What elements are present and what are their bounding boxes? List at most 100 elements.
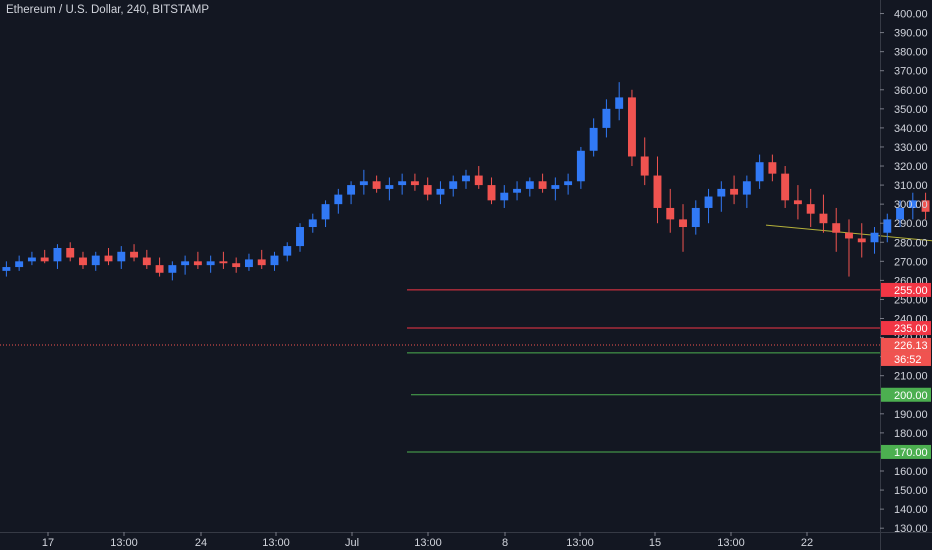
candle-body: [219, 261, 228, 264]
candle-body: [449, 181, 458, 189]
candle-body: [398, 181, 407, 186]
price-tick-label: 340.00: [894, 123, 928, 135]
candle-body: [15, 261, 24, 268]
candle-body: [66, 247, 75, 258]
candle-body: [883, 219, 892, 233]
candle-body: [691, 207, 700, 228]
candle-body: [206, 261, 215, 266]
candle-body: [372, 181, 381, 189]
candle-body: [257, 259, 266, 266]
candle-body: [53, 247, 62, 262]
candle-body: [704, 196, 713, 208]
candle-body: [627, 97, 636, 157]
price-tick-label: 300.00: [894, 199, 928, 211]
candle-body: [474, 175, 483, 186]
countdown-label: 36:52: [894, 354, 922, 366]
candle-body: [244, 259, 253, 268]
countdown-label-bg: [881, 351, 931, 366]
candle-body: [742, 181, 751, 195]
candle-body: [181, 261, 190, 266]
candle-body: [653, 175, 662, 208]
candle-body: [525, 181, 534, 189]
price-label: 235.00: [894, 323, 928, 335]
candle-body: [551, 185, 560, 189]
candle-body: [513, 188, 522, 193]
candle-body: [142, 257, 151, 266]
candle-body: [117, 251, 126, 262]
chart-title: Ethereum / U.S. Dollar, 240, BITSTAMP: [6, 4, 210, 16]
candle-body: [232, 263, 241, 268]
candle-body: [857, 238, 866, 243]
price-tick-label: 190.00: [894, 409, 928, 421]
candle-body: [359, 181, 368, 186]
time-tick-label: 8: [502, 537, 508, 549]
candle-body: [334, 194, 343, 205]
candle-body: [385, 185, 394, 189]
candle-body: [130, 251, 139, 258]
candle-body: [679, 219, 687, 228]
candle-body: [462, 175, 470, 182]
candle-body: [602, 108, 611, 128]
price-tick-label: 160.00: [894, 466, 928, 478]
price-tick-label: 390.00: [894, 28, 928, 40]
last-price-label: 226.13: [894, 340, 928, 352]
time-tick-label: 17: [42, 537, 54, 549]
price-tick-label: 130.00: [894, 523, 928, 535]
candle-body: [589, 127, 598, 151]
candle-body: [500, 192, 509, 201]
price-tick-label: 320.00: [894, 161, 928, 173]
candle-body: [168, 265, 177, 273]
time-tick-label: Jul: [345, 537, 359, 549]
candle-body: [155, 265, 164, 273]
price-tick-label: 210.00: [894, 371, 928, 383]
candle-body: [615, 97, 624, 109]
time-tick-label: 13:00: [110, 537, 138, 549]
price-tick-label: 140.00: [894, 504, 928, 516]
candle-body: [423, 185, 432, 195]
candle-body: [921, 200, 930, 212]
candlesticks: [2, 82, 930, 281]
price-label: 200.00: [894, 390, 928, 402]
candle-body: [79, 257, 87, 266]
candle-body: [283, 246, 292, 256]
candle-body: [845, 232, 853, 239]
candle-body: [870, 232, 879, 243]
candle-body: [27, 257, 36, 262]
time-tick-label: 24: [195, 537, 207, 549]
candle-body: [104, 255, 113, 262]
candle-body: [896, 207, 905, 220]
candle-body: [296, 227, 304, 247]
price-axis[interactable]: 130.00 140.00 150.00 160.00 170.00 180.00 190.…: [880, 0, 928, 550]
candle-body: [193, 261, 202, 266]
candle-body: [793, 200, 802, 205]
price-label-bg: [881, 387, 931, 402]
price-label-bg: [881, 282, 931, 297]
last-price-label-bg: [881, 337, 931, 352]
price-tick-label: 310.00: [894, 180, 928, 192]
price-tick-label: 360.00: [894, 85, 928, 97]
candle-body: [666, 207, 675, 220]
price-tick-label: 280.00: [894, 237, 928, 249]
candle-body: [832, 223, 841, 233]
candle-body: [2, 267, 11, 271]
time-tick-label: 13:00: [414, 537, 442, 549]
price-label-bg: [881, 444, 931, 459]
price-tick-label: 270.00: [894, 256, 928, 268]
candle-body: [270, 255, 279, 266]
candle-body: [91, 255, 100, 266]
candle-body: [640, 156, 649, 176]
price-tick-label: 290.00: [894, 218, 928, 230]
candle-body: [321, 204, 330, 220]
price-label: 170.00: [894, 447, 928, 459]
candle-body: [717, 188, 726, 197]
price-tick-label: 400.00: [894, 9, 928, 21]
time-axis[interactable]: 17 13:00 24 13:00 Jul 13:00 8 13:00 15 13:00 22: [0, 532, 932, 549]
candle-body: [819, 213, 828, 224]
candle-body: [576, 150, 585, 182]
candle-body: [410, 181, 419, 186]
price-label: 255.00: [894, 285, 928, 297]
candle-body: [908, 200, 917, 208]
horizontal-levels: [407, 289, 880, 453]
candle-body: [564, 181, 573, 186]
